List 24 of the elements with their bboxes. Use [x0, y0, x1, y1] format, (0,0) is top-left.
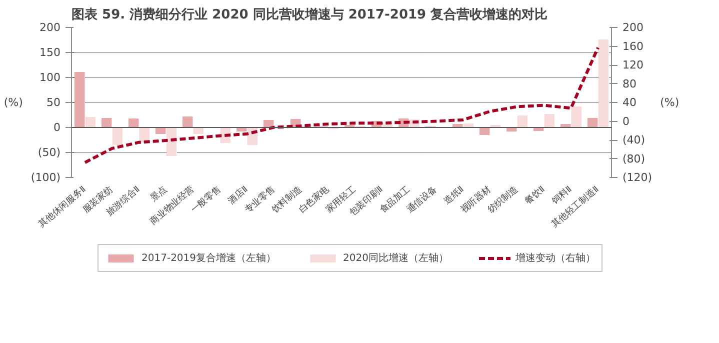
y2-tick-label: 160	[622, 40, 644, 53]
y-tick-label: 0	[54, 121, 60, 134]
x-tick-label: 餐饮Ⅱ	[522, 184, 548, 207]
y2-tick-label: 0	[622, 114, 630, 128]
y-tick-label: 100	[40, 71, 61, 84]
y-tick-label: 150	[40, 46, 61, 59]
y2-axis-title: (%)	[660, 96, 680, 109]
y2-tick-label: 200	[622, 21, 644, 34]
y2-tick-label: 80	[622, 77, 636, 90]
y2-tick-label: 40	[622, 96, 636, 109]
y2-tick-label: 120	[622, 58, 644, 72]
x-tick-label: 景点	[148, 184, 170, 204]
legend-label: 2017-2019复合增速（左轴）	[142, 252, 276, 265]
legend-label: 2020同比增速（左轴）	[343, 252, 448, 265]
y2-tick-label: (120)	[622, 171, 652, 184]
legend-label: 增速变动（右轴）	[515, 252, 596, 265]
chart-title: 图表 59. 消费细分行业 2020 同比营收增速与 2017-2019 复合营收增速的对比	[72, 6, 548, 22]
y-axis-title: (%)	[4, 96, 23, 109]
y-tick-label: (100)	[30, 171, 61, 184]
y-tick-label: 200	[40, 21, 61, 34]
y2-tick-label: (40)	[622, 134, 646, 146]
y2-tick-label: (80)	[622, 152, 646, 166]
y-tick-label: (50)	[38, 146, 61, 159]
y-tick-label: 50	[46, 96, 61, 109]
